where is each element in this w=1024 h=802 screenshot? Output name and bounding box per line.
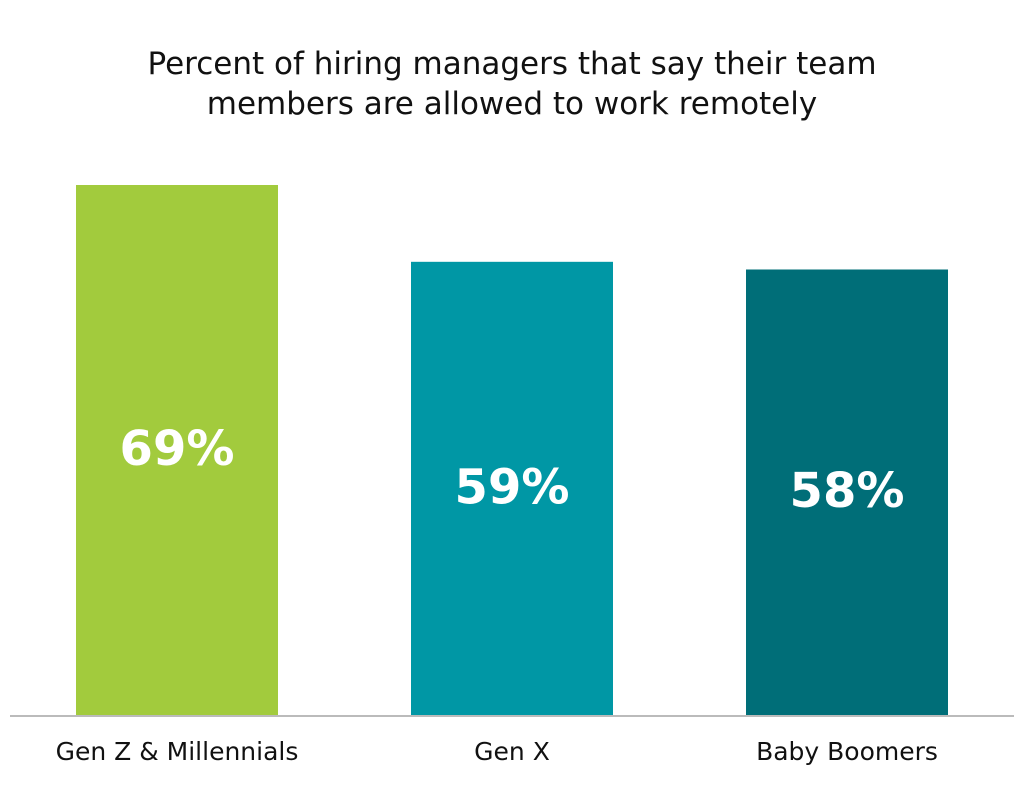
bar	[746, 269, 948, 715]
chart-title: Percent of hiring managers that say thei…	[147, 46, 877, 122]
x-tick-label: Gen Z & Millennials	[56, 737, 299, 766]
value-label: 59%	[455, 459, 570, 515]
value-label: 69%	[120, 421, 235, 477]
x-tick-label: Baby Boomers	[756, 737, 938, 766]
bar	[76, 185, 278, 715]
value-label: 58%	[790, 463, 905, 519]
bar	[411, 261, 613, 715]
x-tick-label: Gen X	[474, 737, 550, 766]
